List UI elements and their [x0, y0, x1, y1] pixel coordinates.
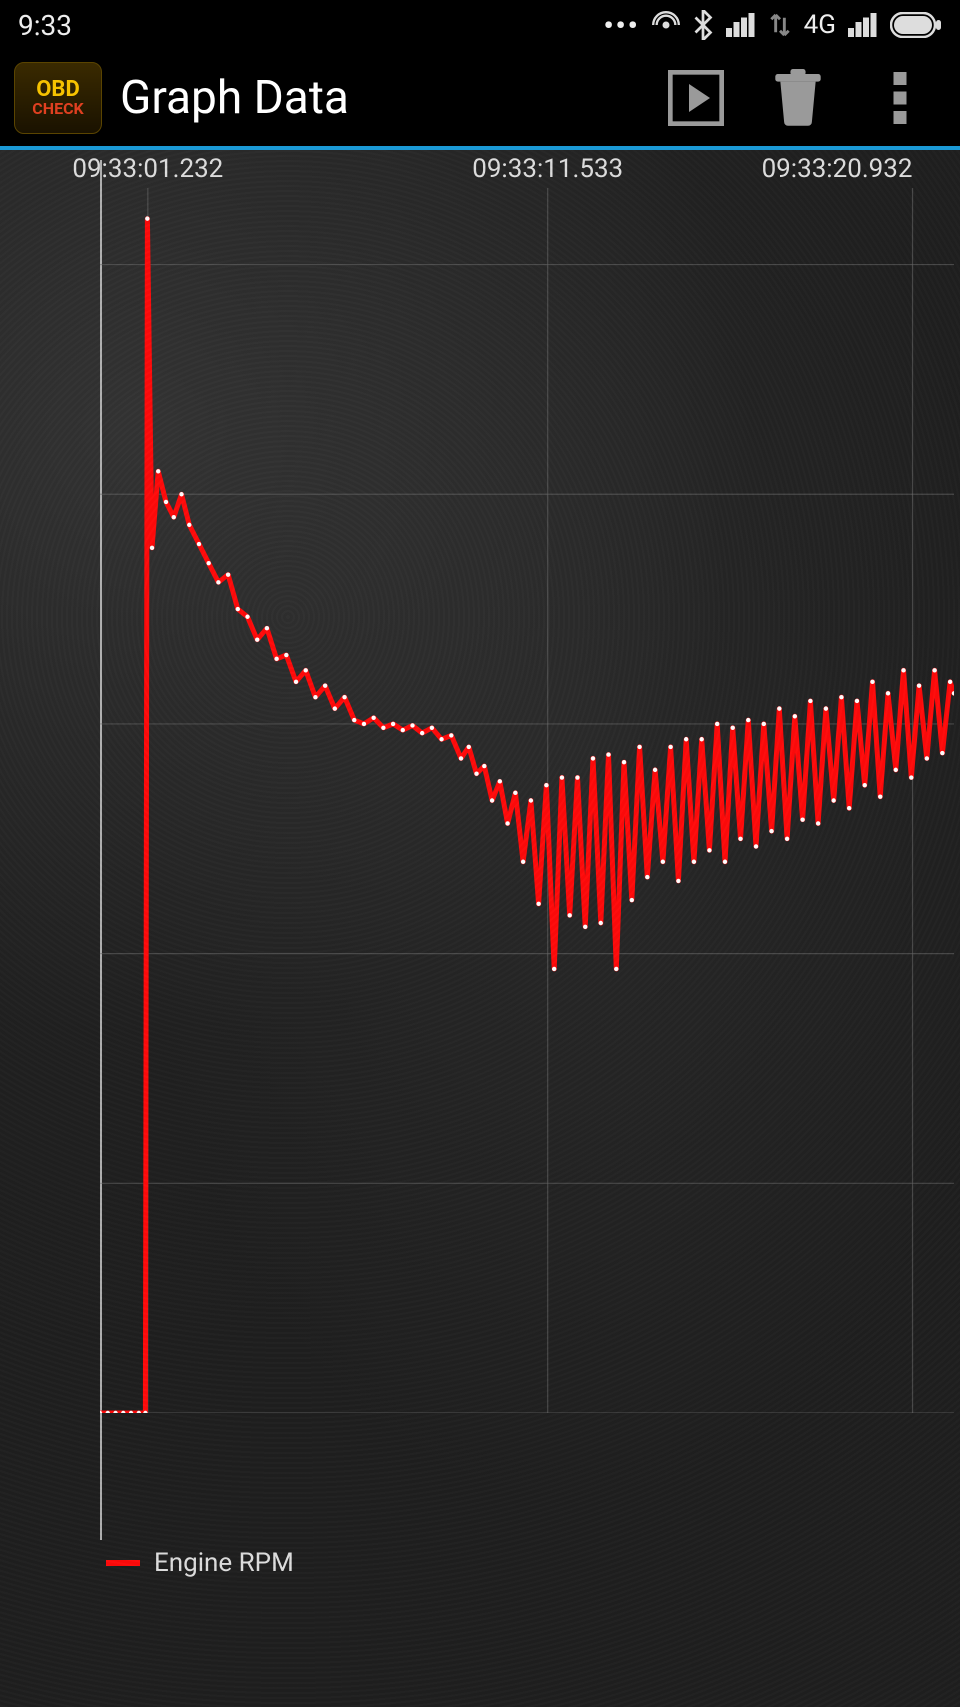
page-title: Graph Data [120, 71, 650, 125]
legend-label: Engine RPM [154, 1548, 294, 1578]
hotspot-icon [652, 11, 680, 39]
legend-swatch [106, 1560, 140, 1566]
delete-button[interactable] [770, 70, 826, 126]
signal-icon [726, 13, 756, 37]
status-icons: ••• 4G [603, 9, 942, 42]
play-button[interactable] [668, 70, 724, 126]
bluetooth-icon [692, 10, 714, 40]
chart-plot [100, 188, 954, 1413]
network-label: 4G [804, 10, 836, 40]
chart-legend: Engine RPM [106, 1548, 294, 1578]
more-icon: ••• [603, 9, 639, 42]
signal2-icon [848, 13, 878, 37]
x-tick-label: 09:33:20.932 [762, 154, 913, 184]
series-line [100, 188, 954, 1413]
app-logo-top: OBD [36, 79, 80, 101]
battery-icon [890, 12, 942, 38]
x-tick-label: 09:33:01.232 [72, 154, 223, 184]
app-actions [668, 70, 928, 126]
app-logo-icon: OBD CHECK [14, 62, 102, 134]
data-arrows-icon [768, 12, 792, 38]
app-bar: OBD CHECK Graph Data [0, 50, 960, 146]
app-logo-bottom: CHECK [32, 101, 83, 117]
chart-area[interactable]: 09:33:01.23209:33:11.53309:33:20.932 -0,… [0, 150, 960, 1707]
x-tick-label: 09:33:11.533 [472, 154, 623, 184]
overflow-menu-button[interactable] [872, 70, 928, 126]
status-time: 9:33 [18, 9, 72, 42]
status-bar: 9:33 ••• 4G [0, 0, 960, 50]
